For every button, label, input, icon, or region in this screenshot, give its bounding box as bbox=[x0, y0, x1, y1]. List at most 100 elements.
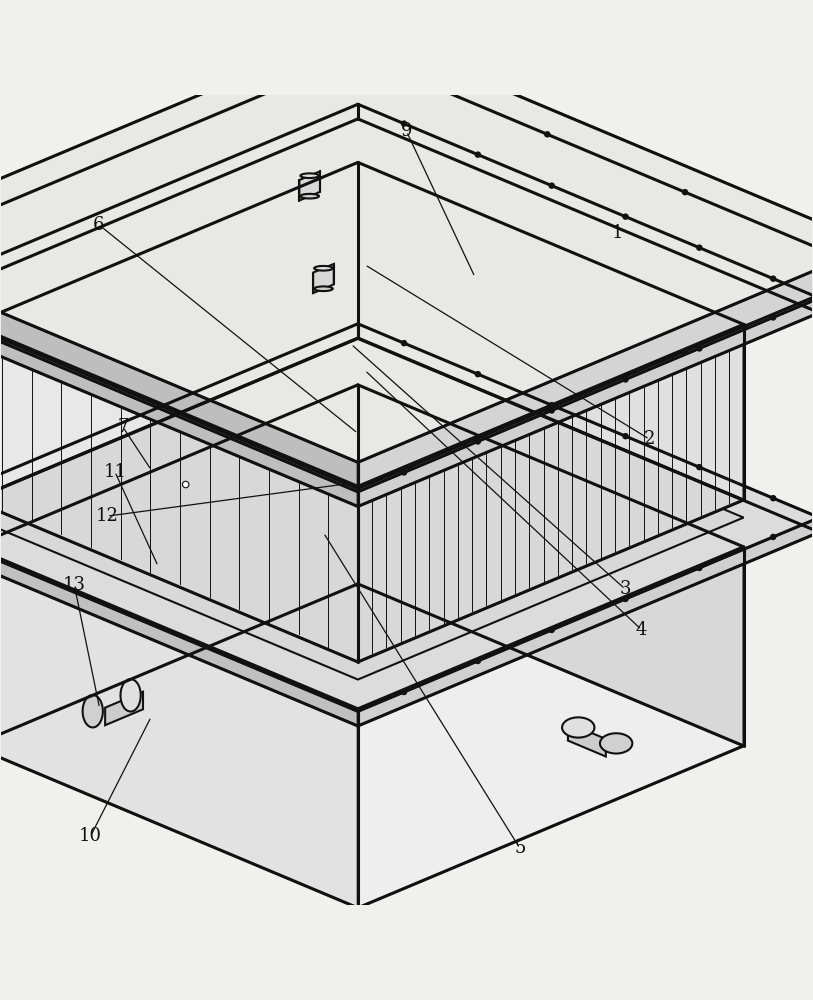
Circle shape bbox=[546, 323, 553, 330]
Circle shape bbox=[545, 387, 551, 393]
Ellipse shape bbox=[600, 733, 633, 754]
Circle shape bbox=[696, 565, 702, 571]
Circle shape bbox=[274, 330, 280, 337]
Circle shape bbox=[584, 339, 590, 345]
Circle shape bbox=[622, 213, 628, 220]
Circle shape bbox=[237, 315, 243, 321]
Circle shape bbox=[113, 335, 119, 342]
Circle shape bbox=[549, 402, 555, 408]
Polygon shape bbox=[358, 547, 744, 908]
Circle shape bbox=[696, 464, 702, 470]
Circle shape bbox=[401, 689, 407, 695]
Circle shape bbox=[119, 301, 124, 308]
Circle shape bbox=[646, 313, 651, 320]
Circle shape bbox=[524, 301, 531, 307]
Circle shape bbox=[380, 331, 386, 337]
Circle shape bbox=[395, 324, 402, 330]
Circle shape bbox=[411, 318, 416, 324]
Circle shape bbox=[162, 283, 168, 289]
Circle shape bbox=[406, 73, 413, 80]
Circle shape bbox=[622, 433, 628, 439]
Circle shape bbox=[253, 340, 259, 346]
Circle shape bbox=[91, 345, 97, 351]
Circle shape bbox=[562, 317, 568, 323]
Text: 7: 7 bbox=[117, 418, 128, 436]
Circle shape bbox=[134, 326, 141, 332]
Circle shape bbox=[544, 406, 550, 412]
Polygon shape bbox=[358, 324, 744, 662]
Polygon shape bbox=[0, 385, 744, 709]
Circle shape bbox=[501, 343, 506, 349]
Circle shape bbox=[156, 317, 162, 323]
Circle shape bbox=[554, 352, 559, 358]
Circle shape bbox=[184, 274, 189, 280]
Circle shape bbox=[571, 282, 576, 288]
Circle shape bbox=[770, 534, 776, 540]
Circle shape bbox=[549, 182, 555, 189]
Circle shape bbox=[141, 292, 146, 299]
Circle shape bbox=[577, 311, 584, 317]
Circle shape bbox=[144, 385, 150, 391]
Text: 12: 12 bbox=[95, 507, 118, 525]
Polygon shape bbox=[0, 245, 358, 489]
Circle shape bbox=[463, 327, 469, 333]
Circle shape bbox=[182, 481, 189, 488]
Circle shape bbox=[417, 346, 424, 352]
Circle shape bbox=[624, 291, 629, 297]
Circle shape bbox=[209, 358, 215, 364]
Circle shape bbox=[426, 311, 432, 317]
Circle shape bbox=[181, 401, 188, 407]
Ellipse shape bbox=[314, 266, 333, 271]
Circle shape bbox=[472, 292, 478, 298]
Circle shape bbox=[221, 290, 228, 296]
Circle shape bbox=[150, 351, 156, 357]
Circle shape bbox=[770, 314, 776, 321]
Circle shape bbox=[516, 336, 522, 342]
Circle shape bbox=[593, 304, 598, 310]
Text: 9: 9 bbox=[401, 122, 412, 140]
Polygon shape bbox=[0, 298, 358, 506]
Circle shape bbox=[615, 326, 621, 332]
Text: 4: 4 bbox=[636, 621, 647, 639]
Polygon shape bbox=[299, 171, 320, 201]
Polygon shape bbox=[0, 324, 813, 711]
Polygon shape bbox=[0, 162, 744, 486]
Circle shape bbox=[599, 333, 606, 339]
Polygon shape bbox=[568, 723, 606, 757]
Polygon shape bbox=[0, 547, 358, 908]
Circle shape bbox=[470, 356, 476, 362]
Circle shape bbox=[203, 392, 210, 398]
Circle shape bbox=[518, 273, 524, 279]
Polygon shape bbox=[358, 324, 813, 532]
Polygon shape bbox=[0, 356, 744, 680]
Circle shape bbox=[667, 336, 674, 342]
Circle shape bbox=[492, 378, 498, 384]
Circle shape bbox=[585, 276, 592, 282]
Circle shape bbox=[69, 354, 76, 360]
Circle shape bbox=[533, 266, 539, 272]
Polygon shape bbox=[0, 28, 813, 462]
Circle shape bbox=[178, 308, 184, 314]
Circle shape bbox=[333, 337, 340, 343]
Circle shape bbox=[107, 369, 113, 376]
Circle shape bbox=[540, 295, 546, 301]
Circle shape bbox=[606, 361, 612, 368]
Circle shape bbox=[54, 329, 59, 335]
Text: 6: 6 bbox=[93, 216, 104, 234]
Circle shape bbox=[296, 321, 302, 327]
Circle shape bbox=[696, 345, 702, 352]
Circle shape bbox=[532, 330, 537, 336]
Circle shape bbox=[548, 260, 554, 266]
Polygon shape bbox=[358, 162, 744, 500]
Polygon shape bbox=[0, 243, 385, 417]
Circle shape bbox=[549, 407, 555, 414]
Circle shape bbox=[128, 360, 135, 366]
Circle shape bbox=[454, 362, 461, 368]
Circle shape bbox=[591, 368, 597, 374]
Circle shape bbox=[493, 314, 500, 320]
Circle shape bbox=[770, 275, 776, 282]
Circle shape bbox=[502, 279, 508, 285]
Circle shape bbox=[698, 323, 704, 329]
Circle shape bbox=[560, 381, 567, 387]
Ellipse shape bbox=[300, 194, 319, 199]
